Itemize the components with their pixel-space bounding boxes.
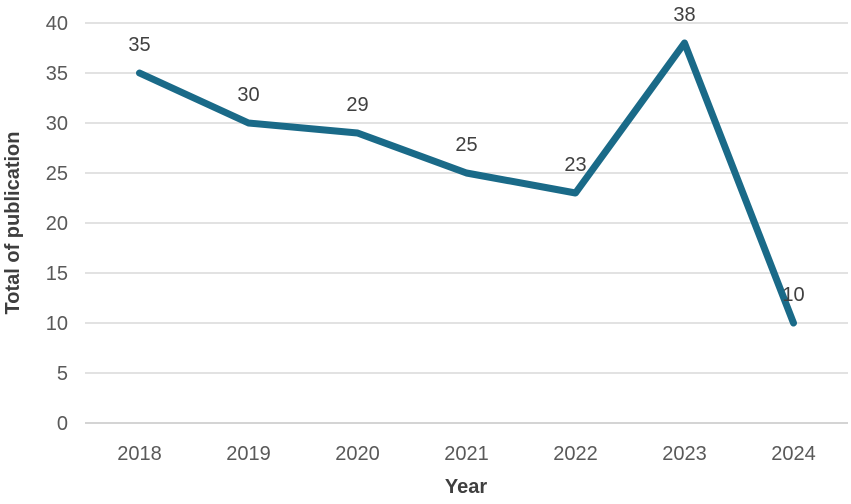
x-axis-title: Year [445, 476, 487, 498]
y-tick-label: 10 [46, 313, 68, 335]
data-point-label: 30 [237, 84, 259, 106]
x-tick-label: 2024 [771, 443, 816, 465]
data-point-label: 38 [673, 4, 695, 26]
y-axis-title: Total of publication [2, 132, 24, 315]
series-group [136, 39, 797, 327]
data-point-label: 10 [782, 284, 804, 306]
y-tick-label: 0 [57, 413, 68, 435]
y-tick-label: 30 [46, 113, 68, 135]
y-tick-label: 20 [46, 213, 68, 235]
data-point-label: 25 [455, 134, 477, 156]
x-tick-label: 2022 [553, 443, 598, 465]
data-point-label: 35 [128, 34, 150, 56]
y-tick-label: 15 [46, 263, 68, 285]
y-tick-label: 25 [46, 163, 68, 185]
x-tick-label: 2019 [226, 443, 271, 465]
x-axis-tick-labels: 2018 2019 2020 2021 2022 2023 2024 [117, 443, 816, 465]
x-tick-label: 2021 [444, 443, 489, 465]
data-labels-group: 35 30 29 25 23 38 10 [128, 4, 804, 306]
y-tick-label: 5 [57, 363, 68, 385]
x-tick-label: 2023 [662, 443, 707, 465]
gridlines-group [85, 22, 848, 424]
x-tick-label: 2020 [335, 443, 380, 465]
x-tick-label: 2018 [117, 443, 162, 465]
data-point-label: 23 [564, 154, 586, 176]
y-axis-tick-labels: 0 5 10 15 20 25 30 35 40 [46, 13, 68, 435]
y-tick-label: 35 [46, 63, 68, 85]
series-line [136, 39, 797, 327]
y-tick-label: 40 [46, 13, 68, 35]
data-point-label: 29 [346, 94, 368, 116]
